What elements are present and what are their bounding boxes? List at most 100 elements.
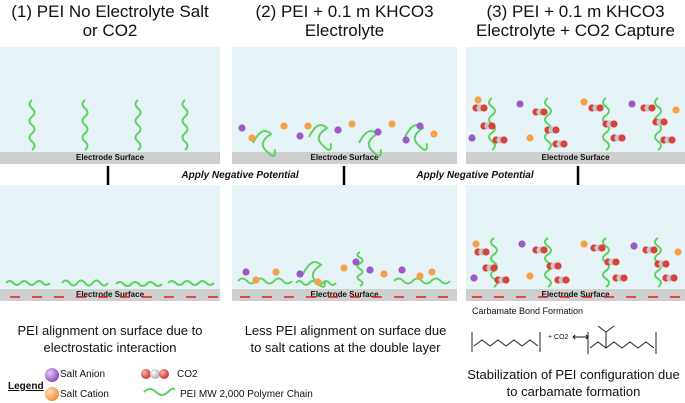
- salt-cation: [672, 106, 680, 114]
- salt-cation: [526, 134, 534, 142]
- salt-anion: [296, 270, 304, 278]
- salt-anion: [516, 100, 524, 108]
- legend-icons: [45, 368, 169, 401]
- salt-anion: [238, 124, 246, 132]
- salt-anion: [518, 240, 526, 248]
- caption-3-line1: Stabilization of PEI configuration due: [467, 367, 680, 382]
- salt-cation: [430, 130, 438, 138]
- co2-oxygen: [598, 244, 606, 252]
- legend-salt-anion-label: Salt Anion: [60, 369, 106, 380]
- legend-co2-label: CO2: [177, 369, 198, 380]
- legend-salt-cation-label: Salt Cation: [60, 389, 109, 400]
- salt-anion: [366, 266, 374, 274]
- column-3-heading: (3) PEI + 0.1 m KHCO3 Electrolyte + CO2 …: [466, 2, 685, 40]
- salt-anion: [242, 268, 250, 276]
- carbamate-title: Carbamate Bond Formation: [472, 306, 584, 316]
- co2-oxygen: [618, 134, 626, 142]
- electrode-surface-2-before: Electrode Surface: [232, 152, 457, 164]
- column-2-heading-line2: Electrolyte: [304, 21, 385, 40]
- salt-anion: [628, 100, 636, 108]
- carbamate-co2-text: + CO2: [548, 334, 569, 341]
- salt-cation: [314, 278, 322, 286]
- salt-cation: [674, 248, 682, 256]
- co2-oxygen: [662, 260, 670, 268]
- electrode-label-1-after: Electrode Surface: [75, 290, 145, 299]
- pei-polymer-coil: [252, 130, 276, 157]
- co2-oxygen: [554, 262, 562, 270]
- electrode-label-2-after: Electrode Surface: [310, 290, 379, 299]
- salt-cation: [388, 120, 396, 128]
- co2-oxygen: [480, 104, 488, 112]
- pei-polymer-chain: [181, 99, 189, 151]
- salt-cation: [248, 134, 256, 142]
- co2-oxygen: [612, 258, 620, 266]
- pei-polymer-coil: [358, 130, 382, 157]
- legend-title: Legend: [8, 381, 44, 392]
- panel-2-after: [232, 185, 457, 289]
- pei-polymer-coil: [302, 261, 326, 288]
- pei-polymer-coil: [308, 124, 332, 151]
- caption-2-line1: Less PEI alignment on surface due: [244, 323, 447, 338]
- electrode-surface-1-after: Electrode Surface: [0, 289, 220, 301]
- salt-cation: [472, 240, 480, 248]
- salt-cation: [340, 264, 348, 272]
- carbamate-reaction-diagram: [471, 325, 657, 354]
- salt-anion: [402, 136, 410, 144]
- co2-oxygen: [540, 108, 548, 116]
- electrode-surface-3-after: Electrode Surface: [466, 289, 685, 301]
- salt-anion: [352, 258, 360, 266]
- caption-3: Stabilization of PEI configuration due t…: [462, 366, 685, 400]
- co2-oxygen: [482, 248, 490, 256]
- pei-polymer-chain: [5, 280, 51, 286]
- salt-anion: [296, 132, 304, 140]
- co2-oxygen: [670, 274, 678, 282]
- salt-cation: [380, 270, 388, 278]
- caption-1-line2: electrostatic interaction: [43, 340, 177, 355]
- pei-polymer-chain: [393, 277, 451, 285]
- pei-polymer-chain: [61, 279, 109, 287]
- column-3-heading-line2: Electrolyte + CO2 Capture: [476, 21, 675, 40]
- panel-3-before: [466, 47, 685, 152]
- apply-potential-label-1: Apply Negative Potential: [181, 170, 299, 181]
- salt-cation-icon: [45, 387, 59, 401]
- carbamate-equilibrium-arrow-icon: ⟷: [572, 330, 590, 344]
- pei-polymer-chain: [28, 99, 36, 151]
- salt-cation: [580, 98, 588, 106]
- salt-anion: [470, 274, 478, 282]
- co2-oxygen: [660, 118, 668, 126]
- co2-oxygen: [668, 136, 676, 144]
- co2-oxygen: [562, 276, 570, 284]
- salt-anion: [398, 266, 406, 274]
- co2-oxygen: [502, 276, 510, 284]
- salt-cation: [280, 122, 288, 130]
- co2-icon: [141, 369, 169, 379]
- electrode-label-3-after: Electrode Surface: [541, 290, 610, 299]
- salt-cation: [428, 268, 436, 276]
- caption-1: PEI alignment on surface due to electros…: [0, 322, 220, 356]
- column-2-heading: (2) PEI + 0.1 m KHCO3 Electrolyte: [232, 2, 457, 40]
- salt-cation: [348, 120, 356, 128]
- salt-anion-icon: [45, 368, 59, 382]
- column-1-heading-line2: or CO2: [82, 21, 138, 40]
- pei-chain-icon: [143, 387, 175, 396]
- salt-anion: [468, 134, 476, 142]
- salt-cation: [252, 276, 260, 284]
- salt-cation: [580, 240, 588, 248]
- co2-oxygen: [500, 136, 508, 144]
- salt-cation: [474, 96, 482, 104]
- column-2-heading-line1: (2) PEI + 0.1 m KHCO3: [255, 2, 434, 21]
- pei-polymer-chain: [544, 97, 552, 151]
- co2-oxygen: [620, 274, 628, 282]
- pei-polymer-chain: [81, 99, 89, 151]
- panel-3-after: [466, 185, 685, 289]
- column-1-heading-line1: (1) PEI No Electrolyte Salt: [11, 2, 209, 21]
- co2-oxygen: [552, 126, 560, 134]
- apply-potential-label-2: Apply Negative Potential: [416, 170, 534, 181]
- co2-oxygen: [650, 246, 658, 254]
- electrode-surface-1-before: Electrode Surface: [0, 152, 220, 164]
- pei-polymer-chain: [115, 281, 163, 287]
- salt-cation: [304, 122, 312, 130]
- caption-3-line2: to carbamate formation: [506, 384, 641, 399]
- salt-anion: [334, 126, 342, 134]
